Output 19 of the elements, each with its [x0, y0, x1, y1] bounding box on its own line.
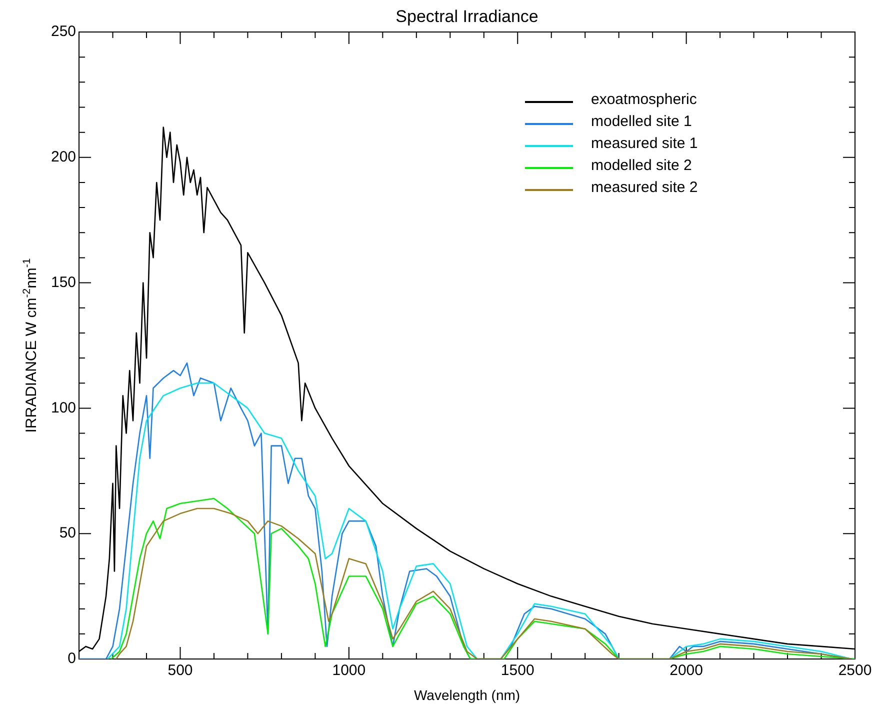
- chart-title: Spectral Irradiance: [396, 7, 538, 26]
- x-tick-label: 1000: [332, 662, 366, 680]
- x-axis-title: Wavelength (nm): [414, 687, 520, 703]
- y-axis-title: IRRADIANCE W cm-2nm-1: [21, 258, 40, 433]
- x-tick-label: 1500: [500, 662, 534, 680]
- y-tick-label: 100: [50, 399, 76, 416]
- legend-label: modelled site 2: [591, 157, 692, 174]
- x-tick-label: 2000: [670, 662, 703, 680]
- y-tick-label: 0: [68, 650, 76, 668]
- x-tick-label: 500: [168, 662, 193, 680]
- legend-label: measured site 1: [591, 135, 698, 152]
- y-tick-label: 200: [50, 148, 76, 166]
- legend-label: measured site 2: [591, 179, 698, 196]
- legend-label: modelled site 1: [591, 113, 692, 130]
- y-tick-label: 150: [50, 274, 76, 291]
- y-tick-label: 250: [50, 23, 76, 40]
- y-tick-label: 50: [59, 524, 76, 542]
- x-tick-label: 2500: [838, 662, 872, 680]
- legend-label: exoatmospheric: [591, 91, 698, 108]
